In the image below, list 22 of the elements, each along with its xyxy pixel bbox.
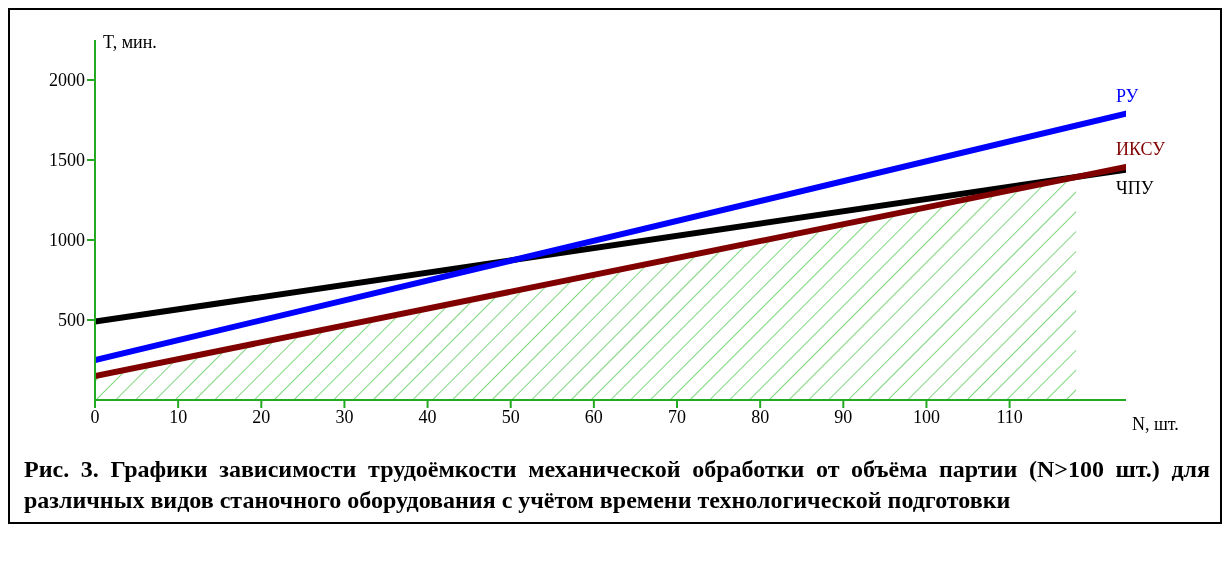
y-tick-label: 2000 bbox=[49, 70, 85, 91]
x-tick-label: 50 bbox=[501, 406, 520, 427]
x-axis-title: N, шт. bbox=[1132, 414, 1179, 434]
series-label: ЧПУ bbox=[1116, 177, 1154, 198]
y-tick-label: 500 bbox=[58, 310, 85, 331]
x-tick-label: 20 bbox=[252, 406, 271, 427]
x-tick-label: 110 bbox=[996, 406, 1023, 427]
text: Рис. 3. Графики зависимости трудоёмкости механической обработки от объёма партии (N>100 шт.) для различных видов станочного оборудования с учётом времени технологической подготовки bbox=[23, 455, 1211, 515]
x-tick-label: 60 bbox=[584, 406, 603, 427]
series-label: РУ bbox=[1116, 85, 1139, 106]
series-label: ИКСУ bbox=[1116, 138, 1166, 159]
y-tick-label: 1000 bbox=[49, 230, 85, 251]
x-tick-label: 0 bbox=[90, 406, 100, 427]
y-axis-title: T, мин. bbox=[103, 32, 157, 52]
x-tick-label: 30 bbox=[335, 406, 354, 427]
x-tick-label: 80 bbox=[751, 406, 770, 427]
x-tick-label: 10 bbox=[169, 406, 188, 427]
x-tick-label: 90 bbox=[834, 406, 853, 427]
x-tick-label: 100 bbox=[912, 406, 940, 427]
x-tick-label: 70 bbox=[668, 406, 687, 427]
y-tick-label: 1500 bbox=[49, 150, 85, 171]
x-tick-label: 40 bbox=[418, 406, 437, 427]
